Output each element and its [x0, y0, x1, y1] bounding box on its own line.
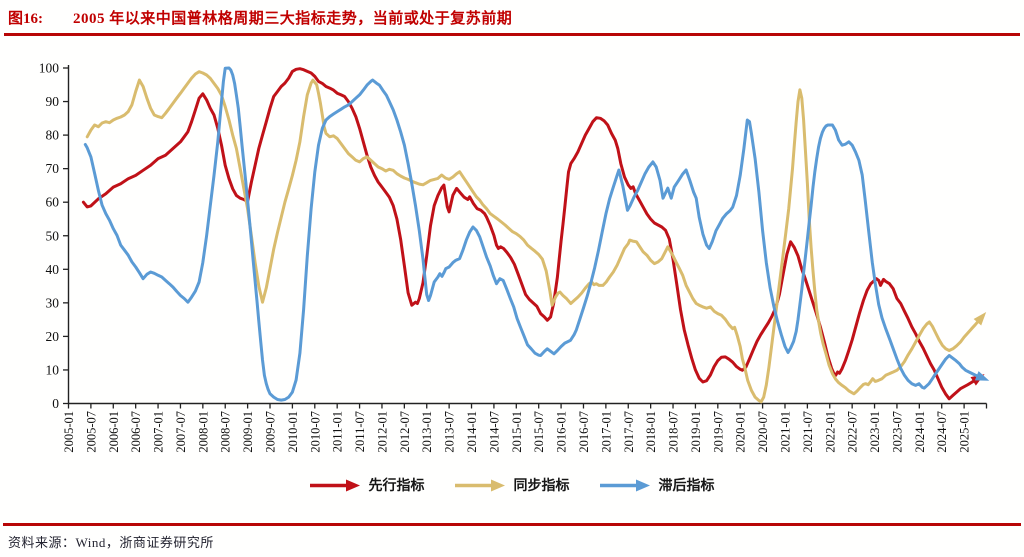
x-tick-label: 2014-07	[487, 411, 501, 453]
x-tick-label: 2013-01	[420, 411, 434, 453]
x-tick-label: 2012-07	[398, 411, 412, 453]
x-tick-label: 2005-01	[62, 411, 76, 453]
legend-label: 同步指标	[513, 479, 570, 494]
y-tick-label: 20	[46, 329, 60, 344]
lagging-indicator-arrow-icon	[974, 371, 990, 381]
figure-title: 2005 年以来中国普林格周期三大指标走势，当前或处于复苏前期	[73, 11, 513, 27]
source-text: 资料来源：Wind，浙商证券研究所	[8, 535, 214, 550]
x-tick-label: 2019-01	[689, 411, 703, 453]
y-tick-label: 10	[46, 362, 60, 377]
y-tick-label: 50	[46, 228, 60, 243]
figure-label: 图16:	[8, 11, 43, 27]
legend-label: 滞后指标	[658, 479, 715, 494]
x-tick-label: 2007-07	[174, 411, 188, 453]
x-tick-label: 2015-01	[510, 411, 524, 453]
x-tick-label: 2020-07	[756, 411, 770, 453]
x-tick-label: 2023-01	[868, 411, 882, 453]
y-tick-labels: 0 10 20 30 40 50 60 70 80 90 100	[39, 61, 69, 411]
x-tick-label: 2007-01	[152, 411, 166, 453]
x-tick-label: 2014-01	[465, 411, 479, 453]
x-tick-label: 2016-07	[577, 411, 591, 453]
x-tick-label: 2010-01	[286, 411, 300, 453]
x-tick-label: 2015-07	[532, 411, 546, 453]
x-tick-label: 2017-07	[622, 411, 636, 453]
x-tick-label: 2025-01	[958, 411, 972, 453]
axes	[67, 65, 987, 405]
y-tick-label: 100	[39, 61, 60, 76]
x-tick-label: 2006-01	[107, 411, 121, 453]
legend-item-coincident-indicator: 同步指标	[454, 475, 570, 495]
x-tick-label: 2009-01	[241, 411, 255, 453]
x-tick-label: 2022-01	[823, 411, 837, 453]
x-tick-label: 2009-07	[264, 411, 278, 453]
x-tick-label: 2018-01	[644, 411, 658, 453]
x-tick-label: 2005-07	[84, 411, 98, 453]
y-tick-label: 40	[46, 262, 60, 277]
x-tick-label: 2017-01	[599, 411, 613, 453]
y-tick-label: 80	[46, 128, 60, 143]
leading-indicator-legend-arrow-icon	[309, 479, 360, 491]
legend-item-lagging-indicator: 滞后指标	[599, 475, 715, 495]
x-tick-label: 2021-01	[778, 411, 792, 453]
x-tick-label: 2012-01	[375, 411, 389, 453]
x-tick-label: 2006-07	[129, 411, 143, 453]
x-tick-label: 2010-07	[308, 411, 322, 453]
y-tick-label: 70	[46, 161, 60, 176]
legend-label: 先行指标	[368, 479, 425, 494]
lagging-indicator-legend-arrow-icon	[599, 479, 650, 491]
x-tick-label: 2022-07	[846, 411, 860, 453]
y-tick-label: 90	[46, 94, 60, 109]
chart-legend: 先行指标 同步指标 滞后指标	[0, 475, 1024, 495]
legend-item-leading-indicator: 先行指标	[309, 475, 425, 495]
x-tick-label: 2008-07	[219, 411, 233, 453]
leading-indicator-line	[81, 67, 977, 401]
x-tick-label: 2020-01	[734, 411, 748, 453]
x-tick-label: 2018-07	[667, 411, 681, 453]
x-tick-labels: 2005-01 2005-07 2006-01 2006-07 2007-01 2007-…	[62, 403, 988, 453]
lagging-indicator-line	[83, 66, 981, 402]
y-tick-label: 0	[52, 396, 59, 411]
x-tick-label: 2024-07	[935, 411, 949, 453]
coincident-indicator-legend-arrow-icon	[454, 479, 505, 491]
x-tick-label: 2008-01	[196, 411, 210, 453]
coincident-indicator-arrow-icon	[973, 311, 987, 326]
x-tick-label: 2016-01	[555, 411, 569, 453]
x-tick-label: 2011-07	[353, 411, 367, 452]
x-tick-label: 2013-07	[443, 411, 457, 453]
y-tick-label: 30	[46, 295, 60, 310]
x-tick-label: 2023-07	[890, 411, 904, 453]
figure-header: 图16: 2005 年以来中国普林格周期三大指标走势，当前或处于复苏前期	[8, 7, 1016, 28]
x-tick-label: 2024-01	[913, 411, 927, 453]
title-underline	[4, 33, 1020, 36]
x-tick-label: 2021-07	[801, 411, 815, 453]
source-divider	[3, 523, 1021, 526]
x-tick-label: 2019-07	[711, 411, 725, 453]
y-tick-label: 60	[46, 195, 60, 210]
x-tick-label: 2011-01	[331, 411, 345, 452]
